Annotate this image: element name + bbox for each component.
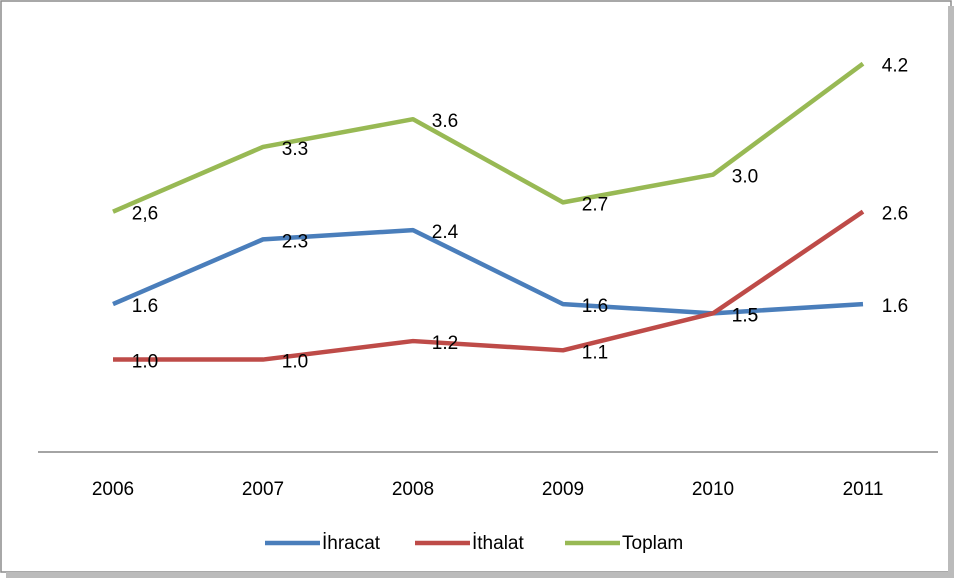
data-label: 3.6 xyxy=(432,111,458,132)
data-label: 2.4 xyxy=(432,222,459,243)
series-line xyxy=(113,209,865,362)
series-line xyxy=(112,227,864,316)
x-tick-label: 2008 xyxy=(392,479,434,500)
data-label: 2,6 xyxy=(132,204,158,225)
x-tick-label: 2011 xyxy=(843,479,884,500)
data-label: 3.3 xyxy=(282,139,308,160)
x-tick-label: 2009 xyxy=(542,479,584,500)
legend-label: Toplam xyxy=(622,533,683,554)
data-label: 1.6 xyxy=(582,296,608,317)
legend-label: İthalat xyxy=(472,533,524,554)
data-label: 3.0 xyxy=(732,167,758,188)
x-tick-label: 2010 xyxy=(692,479,734,500)
data-label: 1.6 xyxy=(882,296,908,317)
data-label: 1.1 xyxy=(582,342,608,363)
data-label: 1.6 xyxy=(132,296,158,317)
data-label: 2.7 xyxy=(582,194,608,215)
chart-frame xyxy=(0,0,952,573)
data-label: 2.6 xyxy=(882,204,908,225)
data-label: 4.2 xyxy=(882,56,908,77)
data-label: 1.5 xyxy=(732,305,758,326)
x-tick-label: 2007 xyxy=(242,479,284,500)
series-line xyxy=(112,61,865,214)
data-label: 2.3 xyxy=(282,231,308,252)
legend-label: İhracat xyxy=(322,533,381,554)
data-label: 1.2 xyxy=(432,333,458,354)
data-label: 1.5 xyxy=(732,305,758,326)
x-tick-label: 2006 xyxy=(92,479,134,500)
data-label: 1.0 xyxy=(282,352,308,373)
data-label: 1.0 xyxy=(132,352,158,373)
